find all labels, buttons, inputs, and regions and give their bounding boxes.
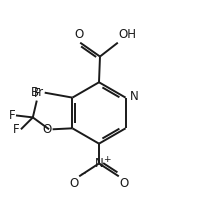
Text: F: F xyxy=(13,123,20,136)
Text: O: O xyxy=(75,28,84,41)
Text: F: F xyxy=(33,87,40,100)
Text: ⁻: ⁻ xyxy=(81,172,86,182)
Text: O: O xyxy=(42,123,52,136)
Text: O: O xyxy=(120,177,129,190)
Text: OH: OH xyxy=(119,28,137,41)
Text: N: N xyxy=(95,157,103,170)
Text: O: O xyxy=(69,177,78,190)
Text: N: N xyxy=(130,90,139,103)
Text: Br: Br xyxy=(30,86,44,99)
Text: +: + xyxy=(103,155,111,164)
Text: F: F xyxy=(8,109,15,122)
